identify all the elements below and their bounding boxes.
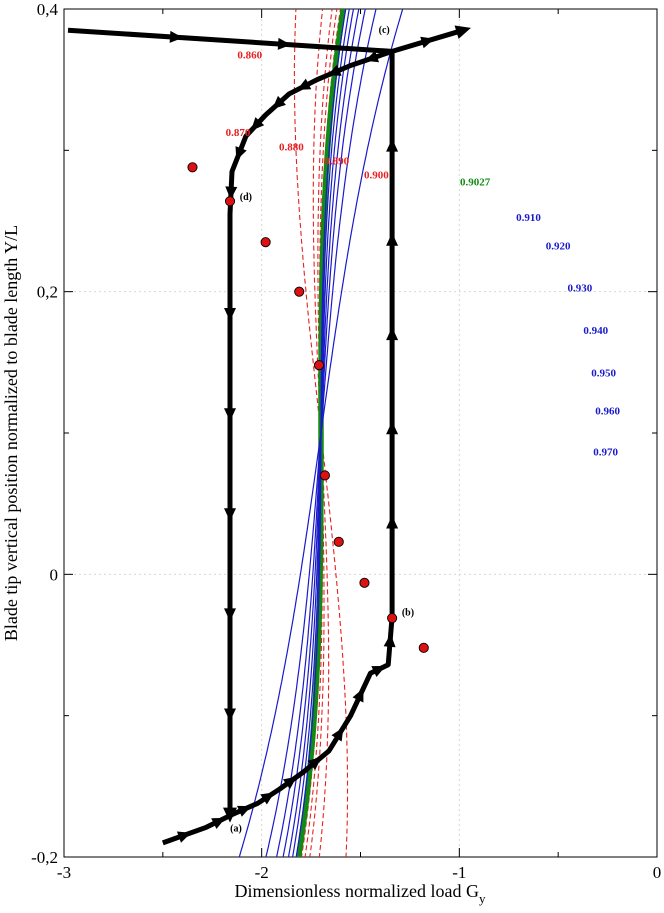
loading-path-arrow [386,421,399,435]
curve-label-0.920: 0.920 [546,240,571,252]
unloading-path-arrow [224,708,236,722]
axis-ticks: -3 -2 -1 0 -0,2 0 0,2 0,4 [31,0,661,882]
x-tick-label: -2 [255,863,269,882]
turning-point-marker [294,286,305,297]
loading-path-arrow [352,688,364,703]
unloading-path-arrow [277,37,292,50]
turning-point-marker [333,536,344,547]
loading-path-arrow [386,515,399,529]
loading-path-arrow [386,232,399,246]
x-axis-label-subscript: y [479,891,486,906]
unloading-path-arrow [169,30,183,43]
loading-path-arrow [386,327,399,341]
x-tick-label: -1 [452,863,466,882]
turning-point-marker [224,196,236,207]
y-tick-label: 0 [50,565,59,584]
x-tick-label: -3 [57,863,71,882]
unloading-path-arrow [224,408,236,422]
curve-label-0.890: 0.890 [324,155,349,167]
loading-path-arrow [371,665,386,677]
unloading-path-arrow [364,50,380,63]
loading-path-arrow [420,36,435,49]
loading-path-arrow [307,757,322,771]
turning-point-marker [313,360,325,371]
unloading-path-arrow [327,64,342,76]
turning-point-marker [187,162,198,173]
curve-label-0.880: 0.880 [279,141,304,153]
curve-label-0.940: 0.940 [583,325,608,337]
y-tick-label: 0,2 [37,283,58,302]
unloading-path-arrow [250,117,265,131]
loading-path-arrow [383,633,396,648]
turning-point-marker [387,613,398,624]
curve-label-0.960: 0.960 [595,406,620,418]
turning-point-marker [260,237,271,248]
loading-path-arrow [176,831,192,843]
loading-path-arrow [260,792,275,805]
unloading-path-arrow [224,508,236,522]
loading-path-arrow [282,776,297,790]
plot-frame [63,8,658,858]
loading-path-arrow [331,727,344,742]
curve-group [238,9,404,857]
curve-label-0.910: 0.910 [516,212,541,224]
unloading-path-end-arrow [223,807,237,823]
turning-point-marker [359,577,370,588]
curve-label-0.9027: 0.9027 [460,177,491,189]
turning-point-marker [418,642,429,653]
turning-point-group [187,162,429,653]
loading-path-end-arrow [454,25,471,39]
x-axis-label: Dimensionless normalized load Gy [235,881,486,906]
path-point-label: (c) [379,25,390,36]
y-axis-label: Blade tip vertical position normalized t… [1,225,21,641]
curve-label-0.930: 0.930 [568,283,593,295]
curve-label-0.870: 0.870 [226,127,251,139]
unloading-path-arrow [225,186,238,200]
path-point-label: (b) [402,607,414,618]
curve-label-0.900: 0.900 [364,170,389,182]
unloading-path-arrow [235,146,247,161]
grid-lines [64,9,657,857]
y-tick-label: 0,4 [37,0,59,19]
curve-label-group: 0.860 0.870 0.880 0.890 0.900 0.9027 0.910 0.92… [226,25,621,835]
x-tick-label: 0 [653,863,662,882]
curve-0.970 [238,9,404,857]
unloading-path-arrow [224,608,236,622]
turning-point-marker [319,470,330,481]
unloading-path-arrow [272,95,286,110]
loading-path-arrow [211,817,226,830]
path-point-label: (d) [240,192,252,203]
curve-label-0.950: 0.950 [591,367,616,379]
curve-label-0.970: 0.970 [593,447,618,459]
y-tick-label: -0,2 [31,848,58,867]
loading-path-arrow [236,805,252,817]
path-point-label: (a) [230,824,242,835]
unloading-path-arrow [224,308,236,321]
loading-path-arrow [386,138,399,152]
curve-label-0.860: 0.860 [237,49,262,61]
unloading-path-arrow [296,78,312,90]
